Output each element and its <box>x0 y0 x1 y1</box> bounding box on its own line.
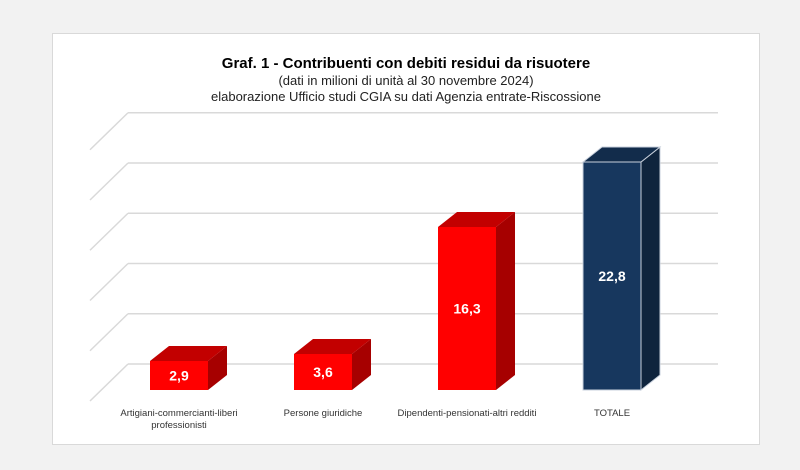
chart-title: Graf. 1 - Contribuenti con debiti residu… <box>221 55 591 72</box>
category-label: Persone giuridiche <box>283 408 363 419</box>
gridline-side <box>89 112 129 151</box>
chart-subtitle: (dati in milioni di unità al 30 novembre… <box>278 73 534 88</box>
data-label: 16,3 <box>453 301 480 317</box>
bar <box>294 354 352 390</box>
chart-source: elaborazione Ufficio studi CGIA su dati … <box>211 89 601 104</box>
bar-side <box>208 346 227 390</box>
bar <box>582 161 642 391</box>
gridline-side <box>89 262 129 302</box>
gridline-side <box>89 162 129 201</box>
bar-side <box>496 212 515 390</box>
data-label: 22,8 <box>598 268 625 284</box>
category-label: Dipendenti-pensionati-altri redditi <box>397 408 537 419</box>
category-label: Artigiani-commercianti-liberi profession… <box>120 408 238 431</box>
data-label: 2,9 <box>169 368 189 384</box>
category-label: TOTALE <box>593 408 631 419</box>
bar-side <box>640 145 661 392</box>
bar <box>438 227 496 390</box>
bar-top <box>438 212 515 227</box>
gridline-side <box>89 212 129 251</box>
gridline-side <box>89 313 129 352</box>
bar-side <box>352 339 371 390</box>
bar-top <box>150 346 227 361</box>
data-label: 3,6 <box>313 364 333 380</box>
bar-top <box>294 339 371 354</box>
gridline-side <box>89 363 129 402</box>
bar <box>150 361 208 390</box>
